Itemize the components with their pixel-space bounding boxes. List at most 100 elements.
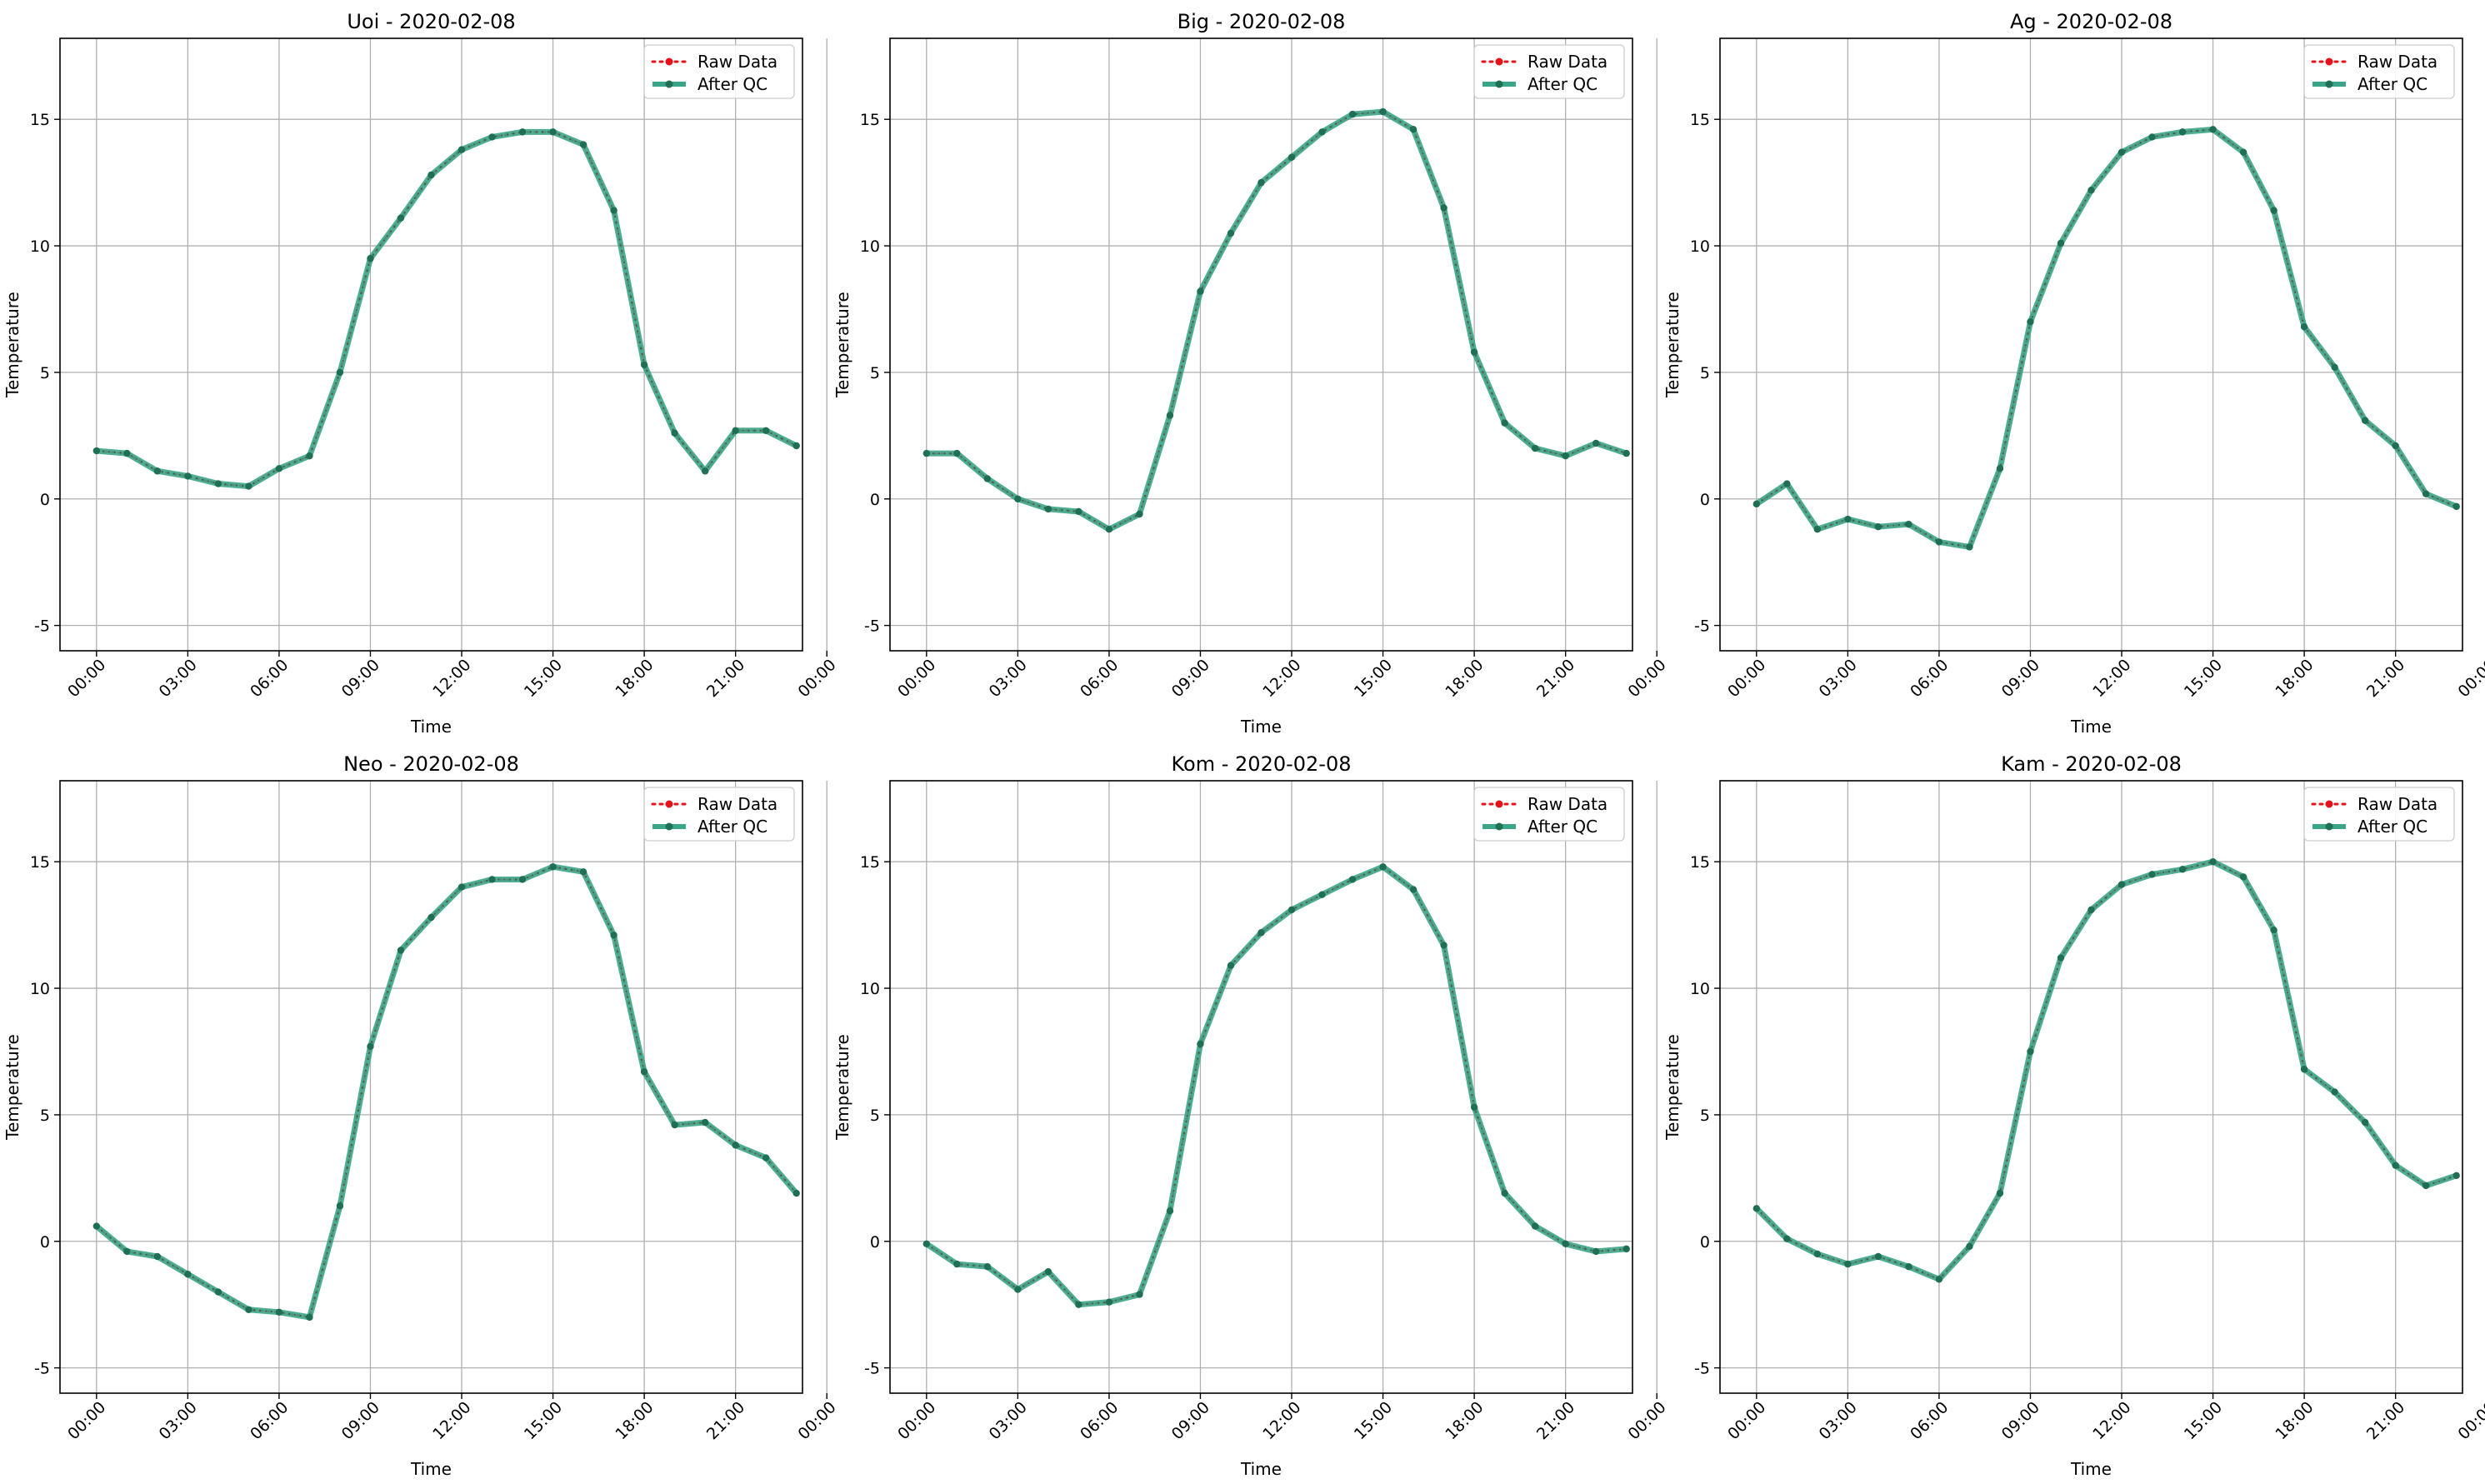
point-after-qc: [336, 368, 344, 377]
legend-marker-raw-data: [2325, 800, 2333, 808]
point-after-qc: [1966, 1242, 1973, 1251]
point-after-qc: [2178, 866, 2187, 873]
x-tick-label: 00:00: [1624, 1398, 1669, 1443]
x-tick-label: 18:00: [612, 1398, 657, 1443]
x-tick-label: 09:00: [1168, 1398, 1213, 1443]
point-after-qc: [1014, 495, 1022, 502]
point-after-qc: [1752, 500, 1761, 508]
x-tick-label: 06:00: [1907, 1398, 1952, 1443]
point-after-qc: [1227, 962, 1235, 969]
point-after-qc: [1935, 538, 1943, 546]
axes-frame: [1719, 37, 2463, 652]
legend-marker-raw-data: [2325, 57, 2333, 66]
x-tick-label: 06:00: [247, 1398, 292, 1443]
point-after-qc: [153, 467, 162, 475]
y-tick-label: 5: [870, 364, 880, 382]
point-after-qc: [671, 429, 678, 437]
point-after-qc: [518, 128, 527, 136]
point-after-qc: [922, 449, 931, 457]
point-after-qc: [549, 863, 557, 871]
x-tick-label: 18:00: [612, 656, 657, 701]
point-after-qc: [953, 1260, 961, 1268]
legend-label-raw-data: Raw Data: [698, 52, 778, 72]
x-tick-label: 03:00: [986, 656, 1031, 701]
point-after-qc: [1844, 515, 1852, 523]
x-tick-label: 00:00: [894, 656, 939, 701]
point-after-qc: [1014, 1286, 1022, 1293]
y-tick-label: -5: [1694, 617, 1710, 636]
x-tick-label: 03:00: [156, 656, 201, 701]
point-after-qc: [245, 482, 252, 490]
series-overlay-raw-data: [1756, 861, 2458, 1281]
series-line-after-qc: [924, 863, 1627, 1308]
legend-marker-after-qc: [1495, 822, 1503, 831]
x-tick-label: 18:00: [1442, 656, 1487, 701]
point-after-qc: [1136, 510, 1143, 518]
point-after-qc: [640, 361, 648, 368]
y-tick-label: 10: [1690, 237, 1710, 256]
point-after-qc: [983, 475, 992, 482]
y-tick-label: 5: [40, 1107, 50, 1125]
point-after-qc: [1622, 449, 1630, 457]
y-axis-label: Temperature: [1662, 1034, 1682, 1141]
x-tick-label: 21:00: [703, 656, 748, 701]
point-after-qc: [275, 1308, 283, 1317]
legend-marker-after-qc: [2325, 80, 2333, 88]
x-tick-label: 15:00: [521, 1398, 566, 1443]
point-after-qc: [2392, 442, 2399, 450]
x-tick-label: 15:00: [2181, 656, 2226, 701]
x-tick-label: 00:00: [1724, 1398, 1769, 1443]
point-after-qc: [1227, 229, 1235, 237]
point-after-qc: [1440, 942, 1448, 949]
x-tick-label: 15:00: [521, 656, 566, 701]
subplot-title: Kam - 2020-02-08: [2001, 752, 2182, 776]
y-tick-label: 5: [1700, 1107, 1710, 1125]
point-after-qc: [1288, 153, 1296, 161]
series-overlay-raw-data: [926, 111, 1628, 531]
axes-frame: [59, 37, 803, 652]
point-after-qc: [1531, 444, 1539, 452]
legend-label-raw-data: Raw Data: [2358, 52, 2438, 72]
point-after-qc: [1562, 452, 1569, 460]
legend-marker-raw-data: [1495, 57, 1503, 66]
point-after-qc: [732, 427, 739, 434]
y-tick-label: -5: [34, 1360, 50, 1378]
point-after-qc: [1752, 1205, 1761, 1212]
point-after-qc: [2300, 323, 2308, 331]
point-after-qc: [2452, 502, 2460, 511]
x-tick-label: 09:00: [1998, 656, 2043, 701]
x-tick-label: 00:00: [794, 1398, 839, 1443]
point-after-qc: [549, 128, 557, 136]
point-after-qc: [762, 427, 770, 434]
point-after-qc: [397, 214, 405, 222]
point-after-qc: [214, 480, 222, 487]
series-line-after-qc: [1754, 126, 2458, 550]
x-tick-label: 15:00: [1351, 1398, 1396, 1443]
point-after-qc: [1075, 1301, 1082, 1308]
x-tick-label: 12:00: [2089, 1398, 2134, 1443]
point-after-qc: [1592, 439, 1600, 447]
point-after-qc: [792, 1189, 800, 1197]
point-after-qc: [1197, 287, 1204, 295]
legend-label-after-qc: After QC: [698, 74, 768, 94]
subplot-5: -5 0 5 10 15 00:00 03:00 06:00 09:00 12:00 15:00 18…: [1662, 752, 2485, 1479]
point-after-qc: [306, 1313, 313, 1322]
y-tick-label: 0: [1700, 1233, 1710, 1252]
point-after-qc: [2452, 1172, 2460, 1180]
point-after-qc: [1044, 1268, 1052, 1276]
x-tick-label: 21:00: [703, 1398, 748, 1443]
x-tick-label: 12:00: [1259, 1398, 1304, 1443]
y-tick-label: -5: [34, 617, 50, 636]
point-after-qc: [306, 452, 313, 460]
point-after-qc: [1783, 480, 1791, 487]
legend-marker-after-qc: [2325, 822, 2333, 831]
legend-marker-after-qc: [1495, 80, 1503, 88]
x-tick-label: 12:00: [2089, 656, 2134, 701]
subplot-title: Kom - 2020-02-08: [1172, 752, 1352, 776]
point-after-qc: [1813, 526, 1822, 533]
